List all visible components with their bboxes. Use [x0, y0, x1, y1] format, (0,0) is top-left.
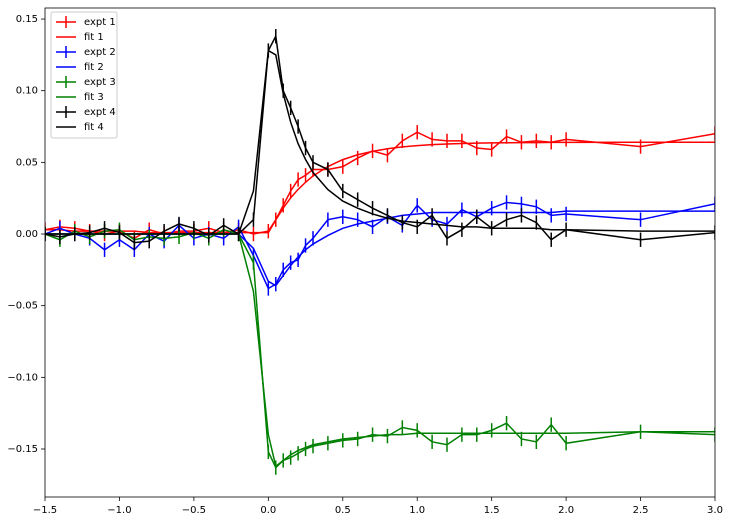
y-tick-label: −0.05 [7, 301, 38, 312]
series-line [45, 141, 715, 234]
legend-label: expt 1 [84, 17, 116, 28]
x-tick-label: 0.0 [260, 505, 276, 516]
legend-label: expt 2 [84, 47, 116, 58]
y-tick-label: 0.15 [16, 14, 38, 25]
x-tick-label: 0.5 [335, 505, 351, 516]
plot-area [45, 29, 715, 475]
legend-label: fit 1 [84, 32, 104, 43]
x-tick-label: −0.5 [182, 505, 206, 516]
x-tick-label: −1.5 [33, 505, 57, 516]
y-tick-label: 0.05 [16, 157, 38, 168]
y-tick-label: −0.10 [7, 372, 38, 383]
legend: expt 1 fit 1 expt 2 fit 2 expt 3 fit 3 expt 4 f… [50, 11, 118, 139]
x-tick-label: 2.0 [558, 505, 574, 516]
x-tick-label: 3.0 [707, 505, 723, 516]
x-tick-label: −1.0 [107, 505, 131, 516]
y-tick-label: 0.00 [16, 229, 38, 240]
legend-label: fit 2 [84, 62, 104, 73]
legend-label: fit 4 [84, 122, 104, 133]
legend-label: expt 3 [84, 77, 116, 88]
y-tick-label: 0.10 [16, 86, 38, 97]
plot-frame [44, 7, 716, 498]
legend-label: expt 4 [84, 107, 116, 118]
legend-box [50, 11, 118, 139]
x-tick-label: 1.0 [409, 505, 425, 516]
series-line [45, 233, 715, 468]
series-line [45, 49, 715, 235]
legend-label: fit 3 [84, 92, 104, 103]
x-tick-label: 1.5 [484, 505, 500, 516]
y-tick-label: −0.15 [7, 444, 38, 455]
x-tick-label: 2.5 [633, 505, 649, 516]
